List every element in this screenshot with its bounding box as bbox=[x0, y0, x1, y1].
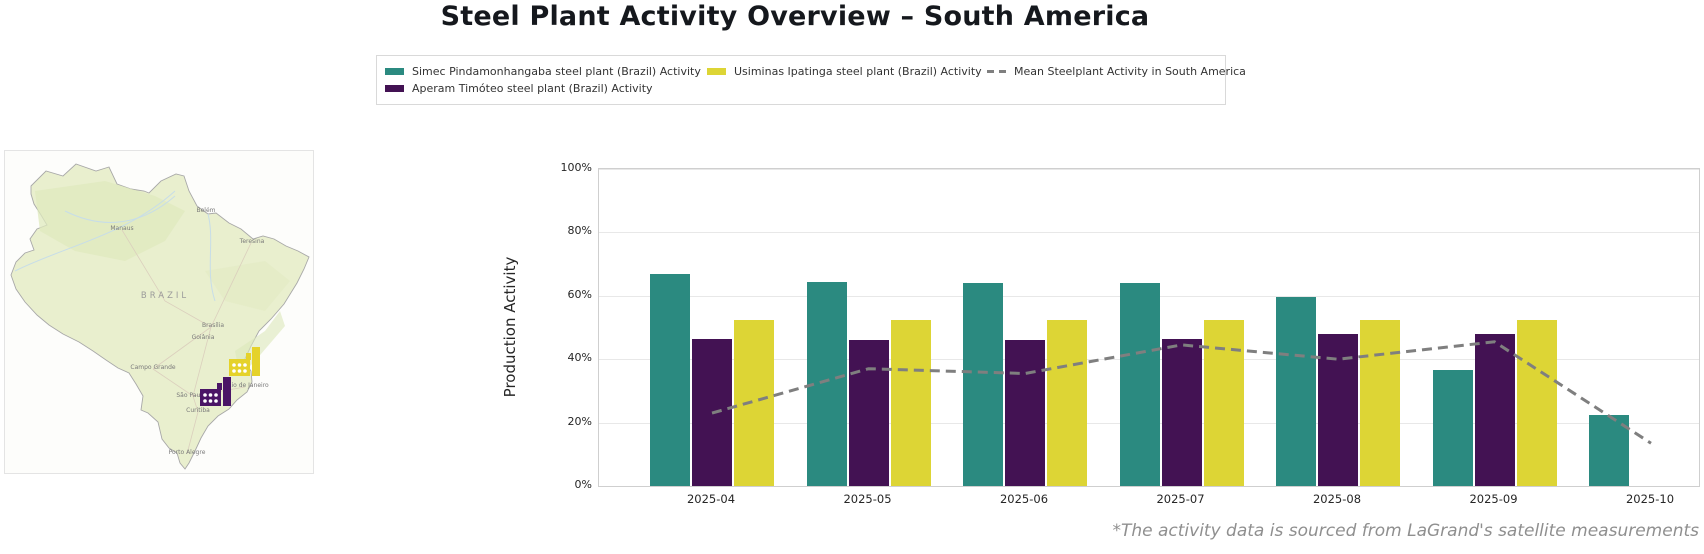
y-tick-label: 80% bbox=[567, 224, 592, 238]
map-city-label: Porto Alegre bbox=[169, 449, 206, 456]
legend-label: Aperam Timóteo steel plant (Brazil) Acti… bbox=[412, 81, 653, 95]
map-city-label: Rio de Janeiro bbox=[227, 382, 269, 389]
x-tick-label: 2025-07 bbox=[1156, 492, 1205, 506]
legend-item: Usiminas Ipatinga steel plant (Brazil) A… bbox=[707, 65, 987, 78]
bar-aperam-2025-09 bbox=[1474, 333, 1515, 486]
gridline bbox=[599, 232, 1699, 234]
bar-aperam-2025-05 bbox=[848, 340, 889, 486]
x-tick-label: 2025-04 bbox=[686, 492, 736, 506]
map-city-label: Campo Grande bbox=[130, 364, 176, 371]
legend-swatch bbox=[987, 69, 1006, 73]
bar-simec-2025-10 bbox=[1589, 414, 1629, 486]
bar-usiminas-2025-08 bbox=[1360, 319, 1400, 486]
y-tick-label: 40% bbox=[567, 351, 592, 365]
map-city-label: Goiânia bbox=[192, 334, 215, 341]
map-city-label: Belém bbox=[196, 207, 215, 214]
bar-simec-2025-08 bbox=[1276, 297, 1316, 486]
map-city-label: Manaus bbox=[110, 225, 133, 232]
x-tick-label: 2025-08 bbox=[1312, 492, 1362, 506]
x-tick-label: 2025-10 bbox=[1625, 492, 1675, 506]
x-tick-label: 2025-06 bbox=[999, 492, 1049, 506]
y-tick-label: 20% bbox=[567, 414, 592, 428]
legend-item: Mean Steelplant Activity in South Americ… bbox=[987, 65, 1246, 78]
x-tick-label: 2025-09 bbox=[1469, 492, 1518, 506]
legend-item: Simec Pindamonhangaba steel plant (Brazi… bbox=[385, 65, 707, 78]
mean-activity-line bbox=[711, 340, 1652, 445]
y-tick-label: 100% bbox=[560, 161, 592, 174]
legend-label: Simec Pindamonhangaba steel plant (Brazi… bbox=[412, 64, 701, 78]
bar-aperam-2025-06 bbox=[1005, 340, 1045, 486]
data-source-footnote: *The activity data is sourced from LaGra… bbox=[1112, 521, 1699, 541]
brazil-map: Manaus Belém Teresina BRAZIL Brasília Goiânia… bbox=[10, 163, 310, 470]
bar-aperam-2025-07 bbox=[1161, 338, 1202, 486]
legend-label: Mean Steelplant Activity in South Americ… bbox=[1014, 64, 1246, 78]
legend-label: Usiminas Ipatinga steel plant (Brazil) A… bbox=[734, 64, 982, 78]
usiminas-ipatinga-factory-marker bbox=[229, 347, 260, 376]
mean-activity-line-layer bbox=[711, 340, 1652, 445]
map-region-label: BRAZIL bbox=[141, 291, 189, 301]
bar-simec-2025-04 bbox=[650, 273, 690, 486]
page-title: Steel Plant Activity Overview – South Am… bbox=[440, 1, 1150, 32]
legend-swatch bbox=[707, 67, 726, 75]
bar-simec-2025-07 bbox=[1119, 283, 1160, 486]
gridline bbox=[599, 169, 1699, 170]
y-tick-label: 60% bbox=[567, 287, 592, 301]
legend-swatch bbox=[385, 84, 404, 92]
plot-area bbox=[598, 168, 1700, 487]
bar-simec-2025-09 bbox=[1432, 370, 1473, 486]
chart-legend: Simec Pindamonhangaba steel plant (Brazi… bbox=[376, 55, 1246, 105]
bar-simec-2025-06 bbox=[963, 283, 1003, 486]
bar-usiminas-2025-09 bbox=[1516, 319, 1557, 486]
legend-item: Aperam Timóteo steel plant (Brazil) Acti… bbox=[385, 82, 707, 95]
bar-usiminas-2025-05 bbox=[890, 319, 931, 486]
bar-usiminas-2025-06 bbox=[1047, 319, 1087, 486]
terrain-patch bbox=[205, 261, 290, 311]
y-tick-label: 0% bbox=[574, 478, 592, 491]
aperam-timoteo-factory-marker bbox=[200, 377, 231, 406]
terrain-patch bbox=[35, 181, 185, 261]
map-city-label: Brasília bbox=[202, 322, 224, 329]
legend-swatch bbox=[385, 67, 404, 75]
bar-usiminas-2025-04 bbox=[734, 319, 774, 486]
y-axis-title: Production Activity bbox=[501, 256, 519, 398]
brazil-map-panel: Manaus Belém Teresina BRAZIL Brasília Goiânia… bbox=[4, 150, 314, 474]
x-tick-label: 2025-05 bbox=[843, 492, 892, 506]
rivers bbox=[14, 190, 216, 302]
map-city-label: Teresina bbox=[239, 238, 265, 245]
map-city-label: São Paulo bbox=[176, 392, 206, 399]
map-city-label: Curitiba bbox=[186, 407, 210, 414]
